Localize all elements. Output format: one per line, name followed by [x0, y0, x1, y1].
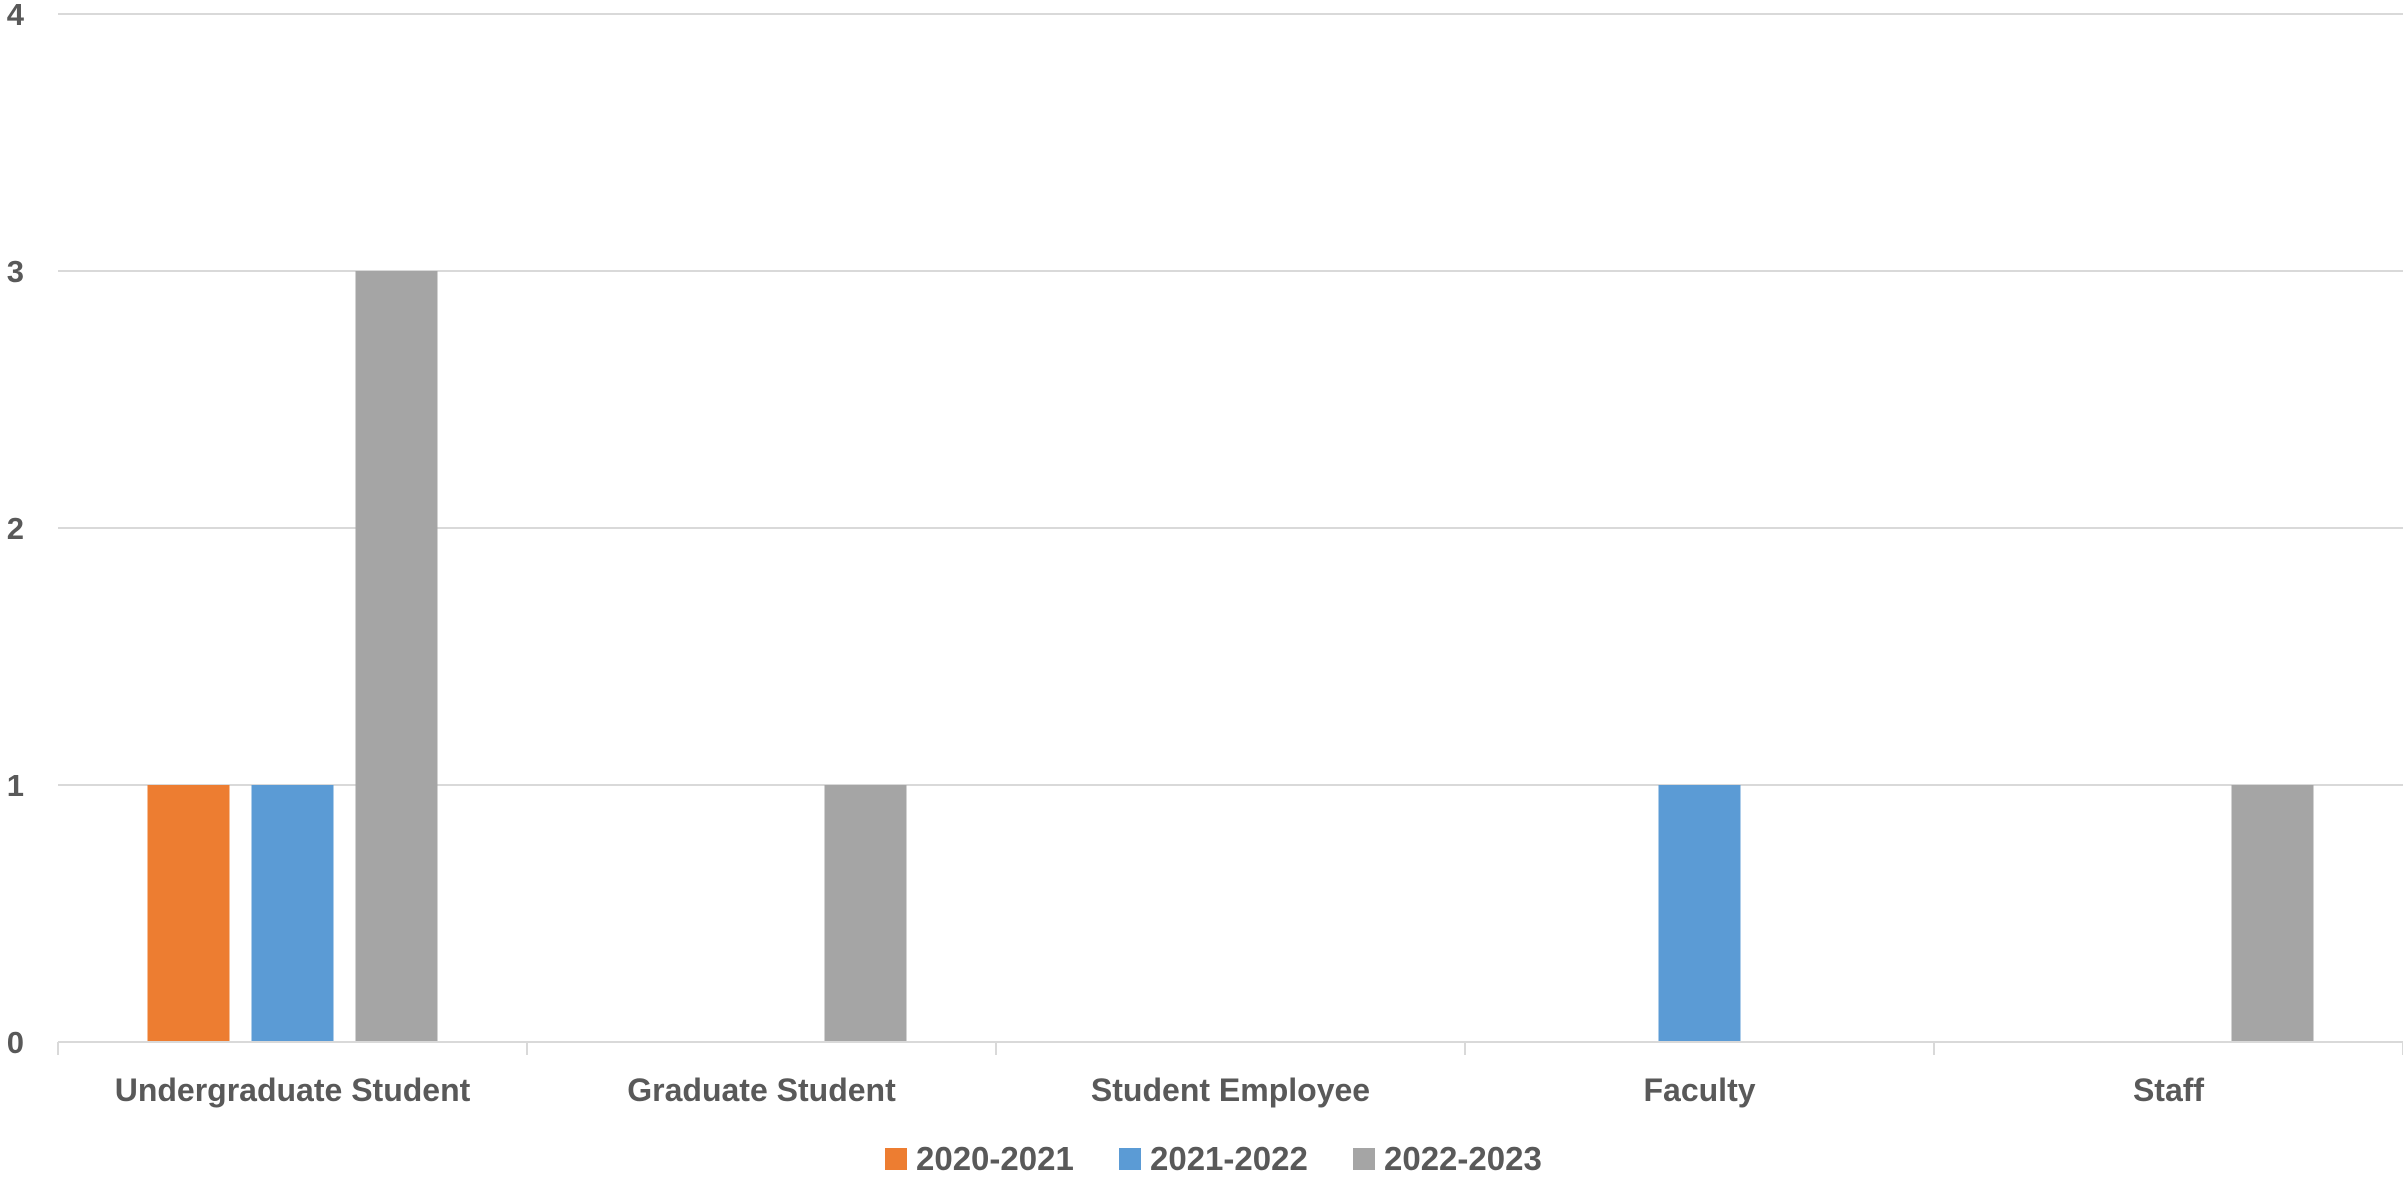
legend-label: 2020-2021: [916, 1140, 1074, 1176]
x-tick-label: Graduate Student: [627, 1072, 896, 1108]
bar-2022-2023-undergraduate-student: [355, 271, 438, 1042]
y-tick-label: 3: [7, 254, 24, 289]
y-axis-ticks: 0 1 2 3 4: [7, 0, 25, 1060]
legend: 2020-2021 2021-2022 2022-2023: [885, 1140, 1542, 1177]
legend-swatch-2022-2023: [1353, 1148, 1375, 1170]
bar-2021-2022-undergraduate-student: [251, 785, 334, 1042]
bar-2022-2023-graduate-student: [824, 785, 907, 1042]
y-tick-label: 1: [7, 768, 24, 803]
y-tick-label: 2: [7, 511, 24, 546]
bar-2021-2022-faculty: [1658, 785, 1741, 1042]
y-tick-label: 4: [7, 0, 25, 32]
x-tick-label: Faculty: [1643, 1072, 1755, 1108]
legend-label: 2021-2022: [1150, 1140, 1308, 1176]
x-axis: Undergraduate Student Graduate Student Stu…: [57, 1041, 2403, 1108]
x-tick-label: Undergraduate Student: [115, 1072, 471, 1108]
bar-2022-2023-staff: [2231, 785, 2314, 1042]
bars: [147, 271, 2314, 1042]
x-tick-label: Student Employee: [1091, 1072, 1370, 1108]
y-tick-label: 0: [7, 1025, 24, 1060]
bar-2020-2021-undergraduate-student: [147, 785, 230, 1042]
legend-label: 2022-2023: [1384, 1140, 1542, 1176]
legend-swatch-2020-2021: [885, 1148, 907, 1170]
x-tick-label: Staff: [2133, 1072, 2204, 1108]
legend-swatch-2021-2022: [1119, 1148, 1141, 1170]
